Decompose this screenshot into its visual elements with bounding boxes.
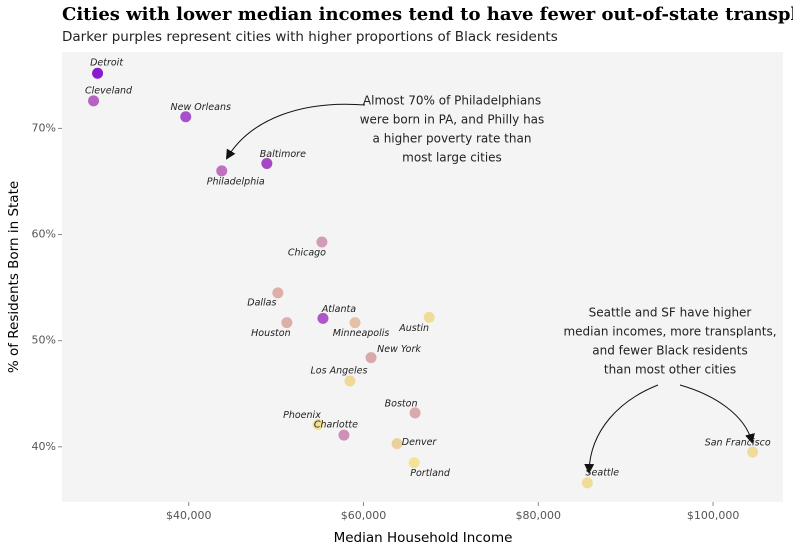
annotation: than most other cities (604, 363, 736, 377)
chart-subtitle: Darker purples represent cities with hig… (62, 29, 558, 45)
point (365, 352, 377, 364)
y-axis-label: % of Residents Born in State (6, 181, 22, 373)
point-label: Minneapolis (333, 328, 390, 339)
point-label: New Orleans (171, 102, 231, 113)
point (747, 446, 759, 458)
point (312, 419, 324, 431)
annotation: Seattle and SF have higher (589, 306, 752, 320)
point-label: Philadelphia (207, 176, 265, 187)
annotation: most large cities (402, 151, 502, 165)
point (344, 375, 356, 387)
point (216, 165, 228, 177)
point (272, 287, 284, 299)
point-label: Seattle (586, 467, 620, 478)
annotation-arrow (584, 384, 659, 474)
point-label: Cleveland (85, 85, 133, 96)
point (409, 407, 421, 419)
annotation: Almost 70% of Philadelphians (363, 94, 541, 108)
annotation: median incomes, more transplants, (563, 325, 776, 339)
point-label: New York (377, 344, 421, 355)
point-label: Chicago (288, 247, 326, 258)
x-tick-label: $100,000 (687, 509, 740, 522)
annotation: and fewer Black residents (592, 344, 747, 358)
annotation: a higher poverty rate than (373, 132, 532, 146)
point (281, 317, 293, 329)
point-label: Houston (251, 328, 290, 339)
point-label: San Francisco (705, 438, 771, 449)
y-tick-label: 60% (32, 228, 56, 241)
chart-title: Cities with lower median incomes tend to… (62, 4, 793, 25)
annotation: were born in PA, and Philly has (360, 113, 545, 127)
point-label: Austin (398, 323, 429, 334)
point (423, 311, 435, 323)
point-label: Phoenix (283, 410, 321, 421)
point (261, 157, 273, 169)
point-label: Dallas (247, 297, 276, 308)
annotation-arrow (679, 384, 755, 444)
y-tick-label: 70% (32, 121, 56, 134)
point (317, 312, 329, 324)
point (92, 67, 104, 79)
point (180, 111, 192, 123)
point-label: Detroit (90, 58, 124, 69)
x-tick-label: $80,000 (516, 509, 562, 522)
point (316, 236, 328, 248)
point-label: Charlotte (314, 420, 358, 431)
point-label: Los Angeles (311, 366, 368, 377)
point (349, 317, 361, 329)
point-label: Boston (385, 398, 418, 409)
x-tick-label: $60,000 (341, 509, 387, 522)
point-label: Baltimore (260, 149, 306, 160)
point-label: Denver (402, 437, 438, 448)
x-tick-label: $40,000 (166, 509, 212, 522)
plot-area (62, 52, 783, 502)
y-tick-label: 40% (32, 440, 56, 453)
y-tick-label: 50% (32, 334, 56, 347)
point (391, 438, 403, 450)
point-label: Portland (410, 468, 451, 479)
point-label: Atlanta (321, 304, 356, 315)
point (338, 429, 350, 441)
point (408, 457, 420, 469)
point (581, 477, 593, 489)
annotation-arrow (225, 103, 366, 160)
point (88, 95, 100, 107)
x-axis-label: Median Household Income (334, 530, 513, 546)
